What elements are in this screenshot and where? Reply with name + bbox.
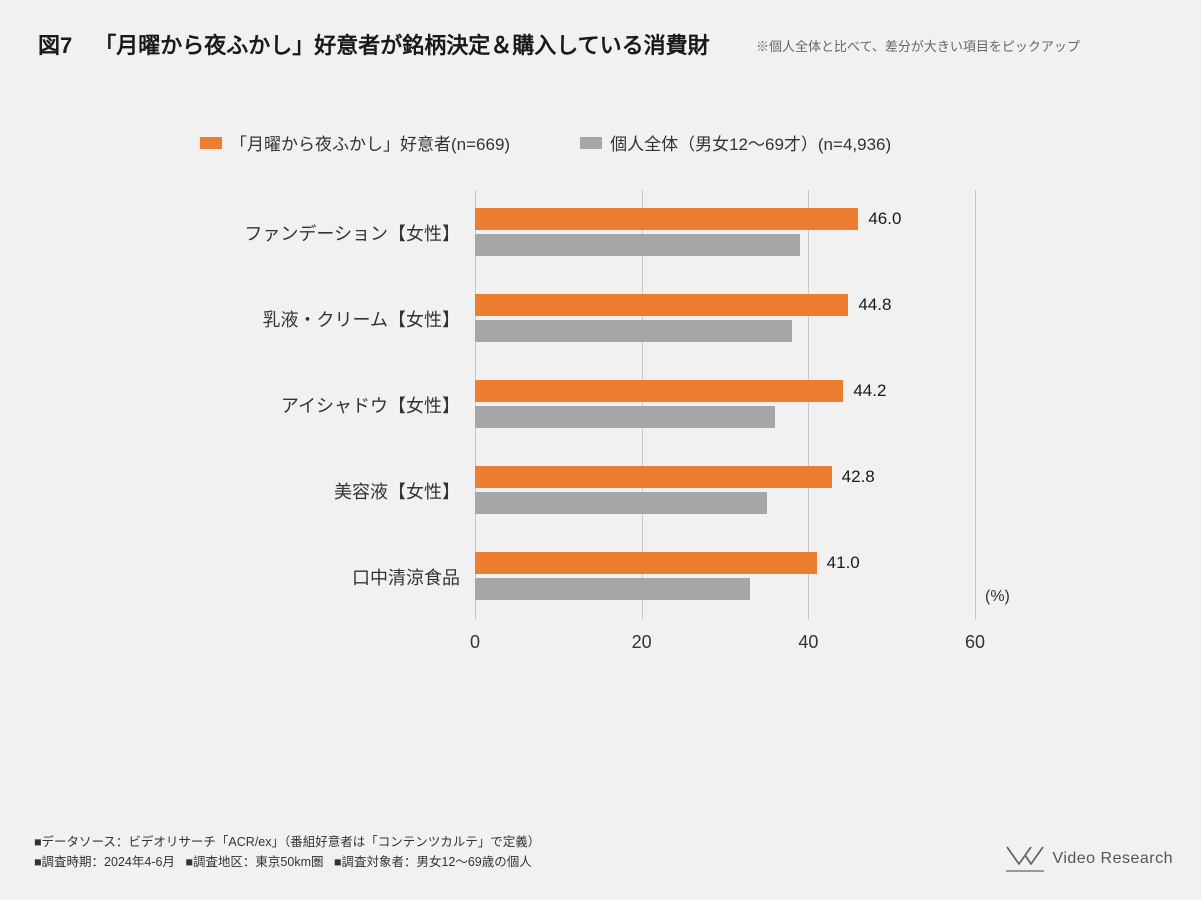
bar-series2 [475,234,800,256]
figure-number: 図7 [38,28,72,60]
gridline [975,190,976,620]
legend-label-series2: 個人全体（男女12～69才）(n=4,936) [610,130,891,155]
x-tick-label: 60 [965,632,985,653]
legend: 「月曜から夜ふかし」好意者(n=669) 個人全体（男女12～69才）(n=4,… [200,130,891,155]
legend-swatch-series2 [580,137,602,149]
footnote-line2-target: ■調査対象者：男女12～69歳の個人 [334,855,532,869]
brand-logo-text: Video Research [1052,850,1173,868]
bar-series1 [475,466,832,488]
bar-value-label: 46.0 [868,209,901,229]
x-tick-label: 40 [798,632,818,653]
plot-area: 020406046.044.844.242.841.0 [475,190,975,620]
category-label: 口中清涼食品 [352,564,460,590]
bar-series2 [475,578,750,600]
legend-swatch-series1 [200,137,222,149]
page-root: 図7 「月曜から夜ふかし」好意者が銘柄決定＆購入している消費財 ※個人全体と比べ… [0,0,1201,900]
category-label: 美容液【女性】 [334,478,460,504]
bar-series1 [475,380,843,402]
bar-series1 [475,552,817,574]
bar-value-label: 41.0 [827,553,860,573]
x-unit-label: (%) [985,588,1010,606]
legend-item-series1: 「月曜から夜ふかし」好意者(n=669) [200,130,510,155]
bar-series1 [475,208,858,230]
chart-title: 「月曜から夜ふかし」好意者が銘柄決定＆購入している消費財 [94,28,709,60]
bar-series1 [475,294,848,316]
category-label: アイシャドウ【女性】 [281,392,460,418]
chart-subtitle: ※個人全体と比べて、差分が大きい項目をピックアップ [756,36,1080,55]
legend-item-series2: 個人全体（男女12～69才）(n=4,936) [580,130,891,155]
footnote-line2-period: ■調査時期：2024年4-6月 [34,855,175,869]
brand-logo: Video Research [1006,846,1173,872]
bar-series2 [475,320,792,342]
title-row: 図7 「月曜から夜ふかし」好意者が銘柄決定＆購入している消費財 [38,28,710,60]
chart-area: ファンデーション【女性】乳液・クリーム【女性】アイシャドウ【女性】美容液【女性】… [110,190,980,670]
footnote-line2: ■調査時期：2024年4-6月 ■調査地区：東京50km圏 ■調査対象者：男女1… [34,852,540,872]
footnote-block: ■データソース：ビデオリサーチ「ACR/ex」（番組好意者は「コンテンツカルテ」… [34,832,540,872]
brand-logo-icon [1006,846,1044,872]
bar-value-label: 44.2 [853,381,886,401]
x-tick-label: 0 [470,632,480,653]
footnote-line2-area: ■調査地区：東京50km圏 [185,855,323,869]
footnote-line1: ■データソース：ビデオリサーチ「ACR/ex」（番組好意者は「コンテンツカルテ」… [34,832,540,852]
category-label: 乳液・クリーム【女性】 [263,306,460,332]
legend-label-series1: 「月曜から夜ふかし」好意者(n=669) [230,130,510,155]
bar-series2 [475,492,767,514]
bar-value-label: 42.8 [842,467,875,487]
category-label: ファンデーション【女性】 [244,220,460,246]
x-tick-label: 20 [632,632,652,653]
bar-value-label: 44.8 [858,295,891,315]
bar-series2 [475,406,775,428]
